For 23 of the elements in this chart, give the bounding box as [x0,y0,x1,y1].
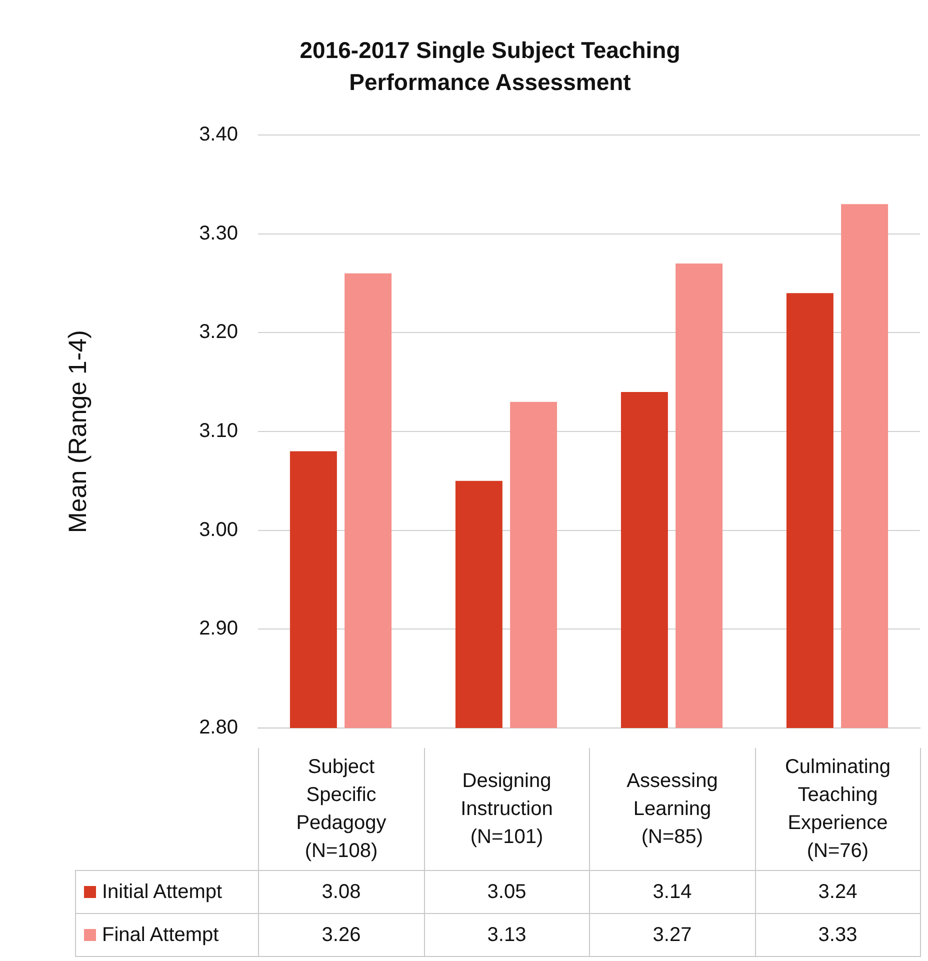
chart-title: 2016-2017 Single Subject Teaching Performance Assessment [298,36,682,97]
x-tick-label: Subject Specific Pedagogy (N=108) [258,748,424,870]
y-tick-label: 3.20 [199,321,238,344]
x-tick-label: Designing Instruction (N=101) [424,748,590,870]
data-label: 3.24 [754,870,921,914]
y-tick-label: 2.90 [199,618,238,640]
y-tick-label: 3.00 [199,518,238,541]
legend-label: Final Attempt [102,924,219,946]
y-tick-label: 2.80 [199,716,238,739]
data-label: 3.33 [754,913,921,957]
data-label: 3.14 [589,870,756,914]
data-label: 3.08 [258,870,424,914]
data-label: 3.27 [589,913,756,957]
legend-label: Initial Attempt [102,880,222,904]
data-label: 3.05 [424,870,590,914]
data-label: 3.26 [258,913,424,957]
x-tick-label: Assessing Learning (N=85) [589,748,756,870]
data-label: 3.13 [424,913,590,957]
y-axis-title: Mean (Range 1-4) [64,330,92,533]
y-tick-label: 3.10 [199,420,238,442]
y-tick-label: 3.30 [199,222,238,244]
y-tick-label: 3.40 [199,124,238,146]
x-tick-label: Culminating Teaching Experience (N=76) [754,748,921,870]
